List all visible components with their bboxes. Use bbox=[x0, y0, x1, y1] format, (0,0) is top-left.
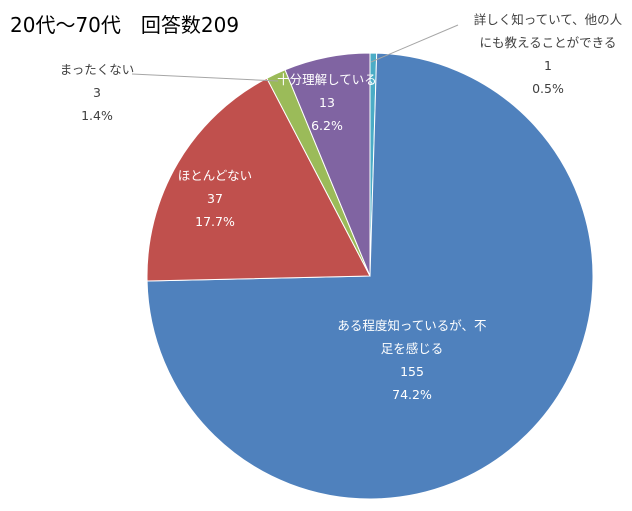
slice-label: 十分理解している 13 6.2% bbox=[277, 72, 377, 133]
slice-label-name: 足を感じる bbox=[381, 341, 444, 356]
slice-count: 155 bbox=[400, 364, 424, 379]
slice-count: 3 bbox=[93, 85, 101, 100]
slice-label-name: 詳しく知っていて、他の人 bbox=[474, 12, 623, 27]
pie-slice bbox=[146, 77, 371, 282]
slice-count: 1 bbox=[544, 58, 552, 73]
slice-label-name: ある程度知っているが、不 bbox=[337, 318, 486, 333]
slice-label: 詳しく知っていて、他の人にも教えることができる 1 0.5% bbox=[474, 12, 623, 96]
slice-percent: 17.7% bbox=[195, 214, 235, 229]
slice-percent: 0.5% bbox=[532, 81, 564, 96]
slice-label-name: まったくない bbox=[60, 62, 135, 77]
slice-percent: 6.2% bbox=[311, 118, 343, 133]
data-labels: 詳しく知っていて、他の人にも教えることができる 1 0.5% ある程度知っているが、不… bbox=[60, 12, 623, 402]
chart-title: 20代～70代 回答数209 bbox=[10, 13, 239, 37]
slice-label-name: にも教えることができる bbox=[480, 35, 617, 50]
pie-slice bbox=[284, 52, 371, 277]
leader-line bbox=[370, 24, 459, 63]
slice-label: ある程度知っているが、不足を感じる 155 74.2% bbox=[337, 318, 486, 402]
slice-count: 37 bbox=[207, 191, 223, 206]
slice-percent: 1.4% bbox=[81, 108, 113, 123]
slice-label: まったくない 3 1.4% bbox=[60, 62, 135, 123]
leader-lines bbox=[131, 24, 459, 82]
leader-line bbox=[131, 73, 279, 82]
slice-count: 13 bbox=[319, 95, 335, 110]
slice-percent: 74.2% bbox=[392, 387, 432, 402]
slice-label-name: 十分理解している bbox=[277, 72, 377, 87]
slice-label: ほとんどない 37 17.7% bbox=[178, 168, 252, 229]
slice-label-name: ほとんどない bbox=[178, 168, 252, 183]
pie-slices bbox=[146, 52, 594, 500]
